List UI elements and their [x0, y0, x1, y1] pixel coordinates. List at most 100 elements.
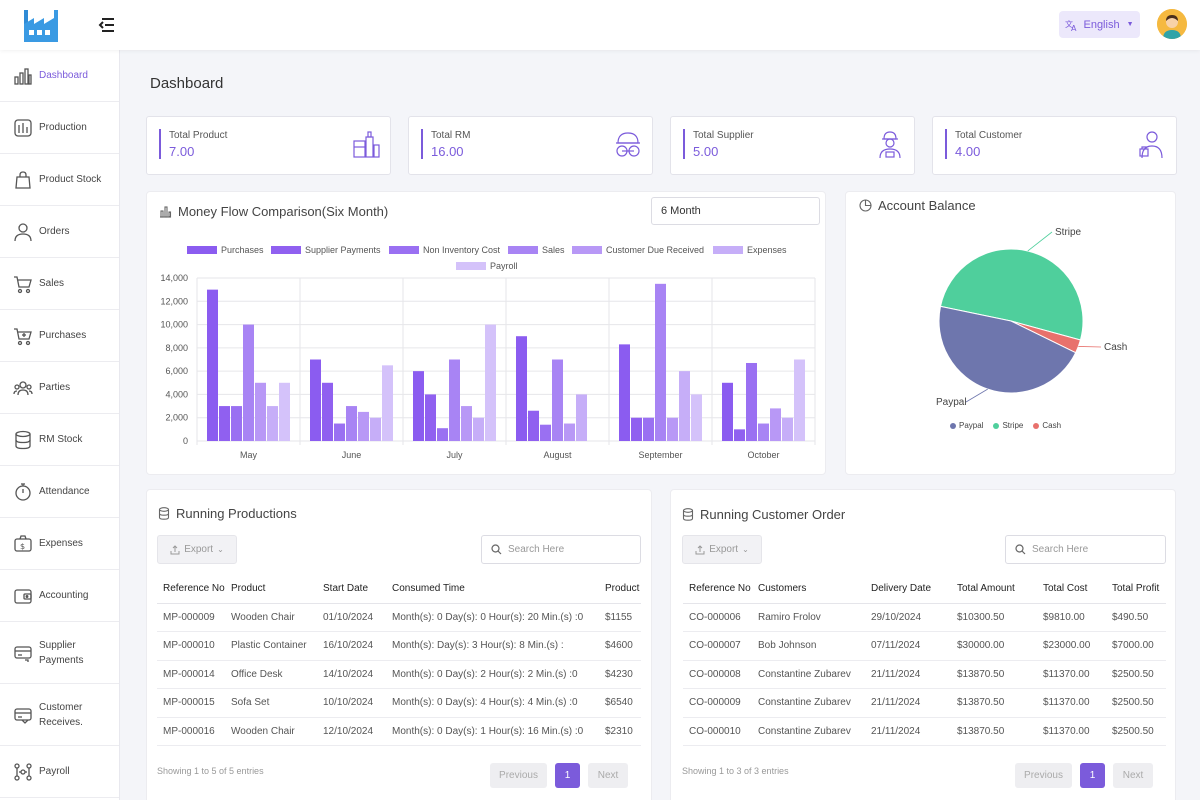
sidebar-item-rm-stock[interactable]: RM Stock: [0, 414, 119, 466]
table-row[interactable]: MP-000015 Sofa Set 10/10/2024 Month(s): 0 D…: [157, 688, 641, 718]
search-input[interactable]: [1032, 544, 1142, 555]
table-row[interactable]: CO-000010 Constantine Zubarev 21/11/2024 $1…: [683, 717, 1166, 746]
bar[interactable]: [358, 411, 369, 441]
bar[interactable]: [473, 417, 484, 441]
bar[interactable]: [691, 394, 702, 441]
bar[interactable]: [485, 324, 496, 441]
bar[interactable]: [255, 382, 266, 441]
bar[interactable]: [794, 359, 805, 442]
table-row[interactable]: CO-000006 Ramiro Frolov 29/10/2024 $10300.5…: [683, 603, 1166, 632]
bar[interactable]: [528, 410, 539, 441]
sidebar-item-attendance[interactable]: Attendance: [0, 466, 119, 518]
sidebar-item-customer-receives[interactable]: Customer Receives.: [0, 684, 119, 746]
bar[interactable]: [243, 324, 254, 441]
period-select[interactable]: 6 Month: [651, 197, 820, 225]
sidebar-item-supplier-payments[interactable]: Supplier Payments: [0, 622, 119, 684]
table-row[interactable]: CO-000007 Bob Johnson 07/11/2024 $30000.00 $…: [683, 631, 1166, 661]
column-header[interactable]: Reference No: [683, 574, 752, 604]
bar[interactable]: [516, 336, 527, 441]
table-row[interactable]: MP-000014 Office Desk 14/10/2024 Month(s): …: [157, 660, 641, 689]
bar[interactable]: [322, 382, 333, 441]
sidebar-item-production[interactable]: Production: [0, 102, 119, 154]
bar[interactable]: [722, 382, 733, 441]
factory-logo-icon[interactable]: [22, 6, 62, 44]
language-selector[interactable]: 文 A English ▼: [1059, 11, 1140, 38]
sidebar-item-dashboard[interactable]: Dashboard: [0, 50, 119, 102]
column-header[interactable]: Consumed Time: [386, 574, 599, 604]
sidebar-item-purchases[interactable]: Purchases: [0, 310, 119, 362]
bar[interactable]: [758, 423, 769, 441]
bar[interactable]: [540, 424, 551, 441]
export-button[interactable]: Export ⌄: [157, 535, 237, 564]
column-header[interactable]: Start Date: [317, 574, 386, 604]
column-header[interactable]: Total Amount: [951, 574, 1037, 604]
bar[interactable]: [552, 359, 563, 442]
bar[interactable]: [382, 365, 393, 441]
bar[interactable]: [782, 417, 793, 441]
column-header[interactable]: Product: [225, 574, 317, 604]
bar[interactable]: [576, 394, 587, 441]
bar[interactable]: [413, 371, 424, 441]
pie-legend-stripe[interactable]: Stripe: [993, 421, 1023, 430]
bar[interactable]: [425, 394, 436, 441]
bar[interactable]: [643, 417, 654, 441]
sidebar-item-expenses[interactable]: $ Expenses: [0, 518, 119, 570]
table-row[interactable]: MP-000009 Wooden Chair 01/10/2024 Month(s):…: [157, 603, 641, 632]
menu-toggle-icon[interactable]: [96, 14, 118, 36]
legend-customer-due-received[interactable]: Customer Due Received: [572, 245, 704, 255]
bar[interactable]: [279, 382, 290, 441]
page-button-1[interactable]: 1: [1080, 763, 1105, 788]
bar[interactable]: [207, 289, 218, 441]
bar[interactable]: [631, 417, 642, 441]
bar[interactable]: [667, 417, 678, 441]
bar[interactable]: [310, 359, 321, 442]
column-header[interactable]: Total Cost: [1037, 574, 1106, 604]
bar[interactable]: [346, 406, 357, 441]
bar[interactable]: [219, 406, 230, 441]
avatar[interactable]: [1157, 9, 1187, 39]
legend-expenses[interactable]: Expenses: [713, 245, 787, 255]
bar[interactable]: [564, 423, 575, 441]
bar[interactable]: [449, 359, 460, 442]
legend-sales[interactable]: Sales: [508, 245, 565, 255]
bar[interactable]: [770, 408, 781, 441]
search-box[interactable]: [481, 535, 641, 564]
column-header[interactable]: Product: [599, 574, 641, 604]
column-header[interactable]: Customers: [752, 574, 865, 604]
table-row[interactable]: CO-000009 Constantine Zubarev 21/11/2024 $1…: [683, 688, 1166, 718]
search-box[interactable]: [1005, 535, 1166, 564]
pie-legend-cash[interactable]: Cash: [1033, 421, 1061, 430]
sidebar-item-accounting[interactable]: Accounting: [0, 570, 119, 622]
column-header[interactable]: Delivery Date: [865, 574, 951, 604]
next-button[interactable]: Next: [588, 763, 628, 788]
table-row[interactable]: MP-000010 Plastic Container 16/10/2024 Mont…: [157, 631, 641, 661]
legend-payroll[interactable]: Payroll: [456, 261, 518, 271]
bar[interactable]: [655, 283, 666, 441]
pie-slice[interactable]: [939, 248, 1084, 341]
legend-supplier-payments[interactable]: Supplier Payments: [271, 245, 381, 255]
sidebar-item-payroll[interactable]: Payroll: [0, 746, 119, 798]
sidebar-item-orders[interactable]: Orders: [0, 206, 119, 258]
previous-button[interactable]: Previous: [1015, 763, 1072, 788]
previous-button[interactable]: Previous: [490, 763, 547, 788]
legend-non-inventory-cost[interactable]: Non Inventory Cost: [389, 245, 500, 255]
next-button[interactable]: Next: [1113, 763, 1153, 788]
page-button-1[interactable]: 1: [555, 763, 580, 788]
sidebar-item-sales[interactable]: Sales: [0, 258, 119, 310]
bar[interactable]: [437, 428, 448, 441]
table-row[interactable]: CO-000008 Constantine Zubarev 21/11/2024 $1…: [683, 660, 1166, 689]
pie-legend-paypal[interactable]: Paypal: [950, 421, 983, 430]
bar[interactable]: [231, 406, 242, 441]
sidebar-item-parties[interactable]: Parties: [0, 362, 119, 414]
bar[interactable]: [370, 417, 381, 441]
bar[interactable]: [267, 406, 278, 441]
legend-purchases[interactable]: Purchases: [187, 245, 264, 255]
export-button[interactable]: Export ⌄: [682, 535, 762, 564]
sidebar-item-product-stock[interactable]: Product Stock: [0, 154, 119, 206]
bar[interactable]: [679, 371, 690, 441]
column-header[interactable]: Total Profit: [1106, 574, 1166, 604]
table-row[interactable]: MP-000016 Wooden Chair 12/10/2024 Month(s):…: [157, 717, 641, 746]
bar[interactable]: [619, 344, 630, 441]
bar[interactable]: [746, 362, 757, 441]
bar[interactable]: [461, 406, 472, 441]
